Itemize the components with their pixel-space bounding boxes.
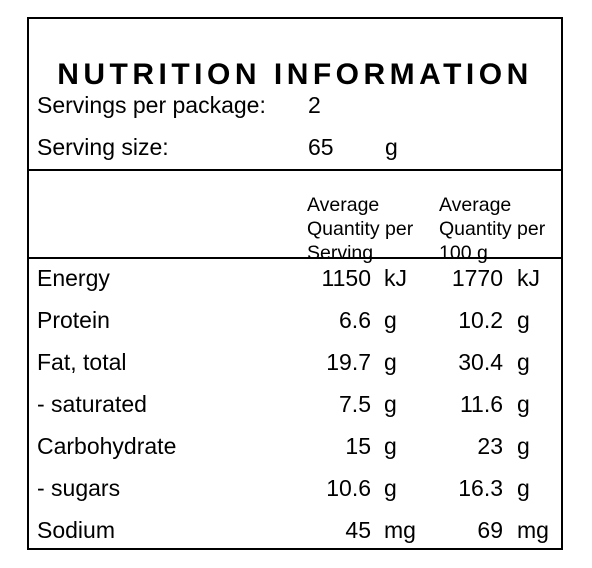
serving-size-label: Serving size: — [37, 134, 169, 160]
divider-top — [29, 169, 561, 171]
per-100g-unit: g — [517, 349, 530, 375]
nutrient-row-fat-total: Fat, total 19.7 g 30.4 g — [29, 348, 561, 390]
column-header-line: Quantity per — [439, 218, 546, 240]
column-header-line: Average — [439, 194, 512, 216]
nutrient-name: Sodium — [37, 517, 115, 543]
per-serving-value: 7.5 — [339, 391, 371, 417]
nutrition-panel: NUTRITION INFORMATION Servings per packa… — [27, 17, 563, 550]
per-100g-value: 23 — [477, 433, 503, 459]
per-100g-unit: kJ — [517, 265, 540, 291]
nutrient-name: Protein — [37, 307, 110, 333]
per-100g-value: 16.3 — [458, 475, 503, 501]
divider-header — [29, 257, 561, 259]
nutrient-name: Carbohydrate — [37, 433, 177, 459]
nutrient-name: - saturated — [37, 391, 147, 417]
column-header-line: 100 g — [439, 242, 488, 264]
nutrient-row-saturated: - saturated 7.5 g 11.6 g — [29, 390, 561, 432]
per-serving-unit: g — [384, 475, 397, 501]
per-serving-value: 1150 — [321, 265, 371, 291]
per-serving-unit: mg — [384, 517, 416, 543]
per-serving-value: 19.7 — [326, 349, 371, 375]
per-100g-value: 69 — [477, 517, 503, 543]
per-serving-unit: kJ — [384, 265, 407, 291]
nutrient-row-energy: Energy 1150 kJ 1770 kJ — [29, 264, 561, 306]
per-serving-value: 45 — [345, 517, 371, 543]
per-100g-unit: g — [517, 307, 530, 333]
per-100g-unit: mg — [517, 517, 549, 543]
column-header-per-serving: Average Quantity per Serving — [307, 193, 413, 265]
nutrient-row-sodium: Sodium 45 mg 69 mg — [29, 516, 561, 558]
per-100g-unit: g — [517, 391, 530, 417]
serving-size-unit: g — [385, 134, 398, 160]
per-serving-unit: g — [384, 307, 397, 333]
per-100g-value: 11.6 — [459, 391, 503, 417]
servings-per-package-label: Servings per package: — [37, 92, 266, 118]
column-header-line: Average — [307, 194, 380, 216]
nutrient-name: Fat, total — [37, 349, 127, 375]
servings-per-package-value: 2 — [308, 92, 321, 118]
per-serving-value: 15 — [345, 433, 371, 459]
per-serving-unit: g — [384, 433, 397, 459]
per-100g-unit: g — [517, 475, 530, 501]
per-100g-value: 10.2 — [458, 307, 503, 333]
column-header-per-100g: Average Quantity per 100 g — [439, 193, 545, 265]
nutrient-row-protein: Protein 6.6 g 10.2 g — [29, 306, 561, 348]
nutrient-row-sugars: - sugars 10.6 g 16.3 g — [29, 474, 561, 516]
per-serving-unit: g — [384, 391, 397, 417]
per-serving-unit: g — [384, 349, 397, 375]
column-header-line: Serving — [307, 242, 374, 264]
nutrient-name: - sugars — [37, 475, 121, 501]
per-100g-value: 1770 — [451, 265, 503, 291]
panel-title: NUTRITION INFORMATION — [57, 58, 533, 91]
per-100g-value: 30.4 — [458, 349, 503, 375]
serving-size-value: 65 — [308, 134, 334, 160]
nutrient-row-carbohydrate: Carbohydrate 15 g 23 g — [29, 432, 561, 474]
nutrient-name: Energy — [37, 265, 110, 291]
per-serving-value: 6.6 — [339, 307, 371, 333]
per-100g-unit: g — [517, 433, 530, 459]
per-serving-value: 10.6 — [326, 475, 371, 501]
column-header-line: Quantity per — [307, 218, 414, 240]
